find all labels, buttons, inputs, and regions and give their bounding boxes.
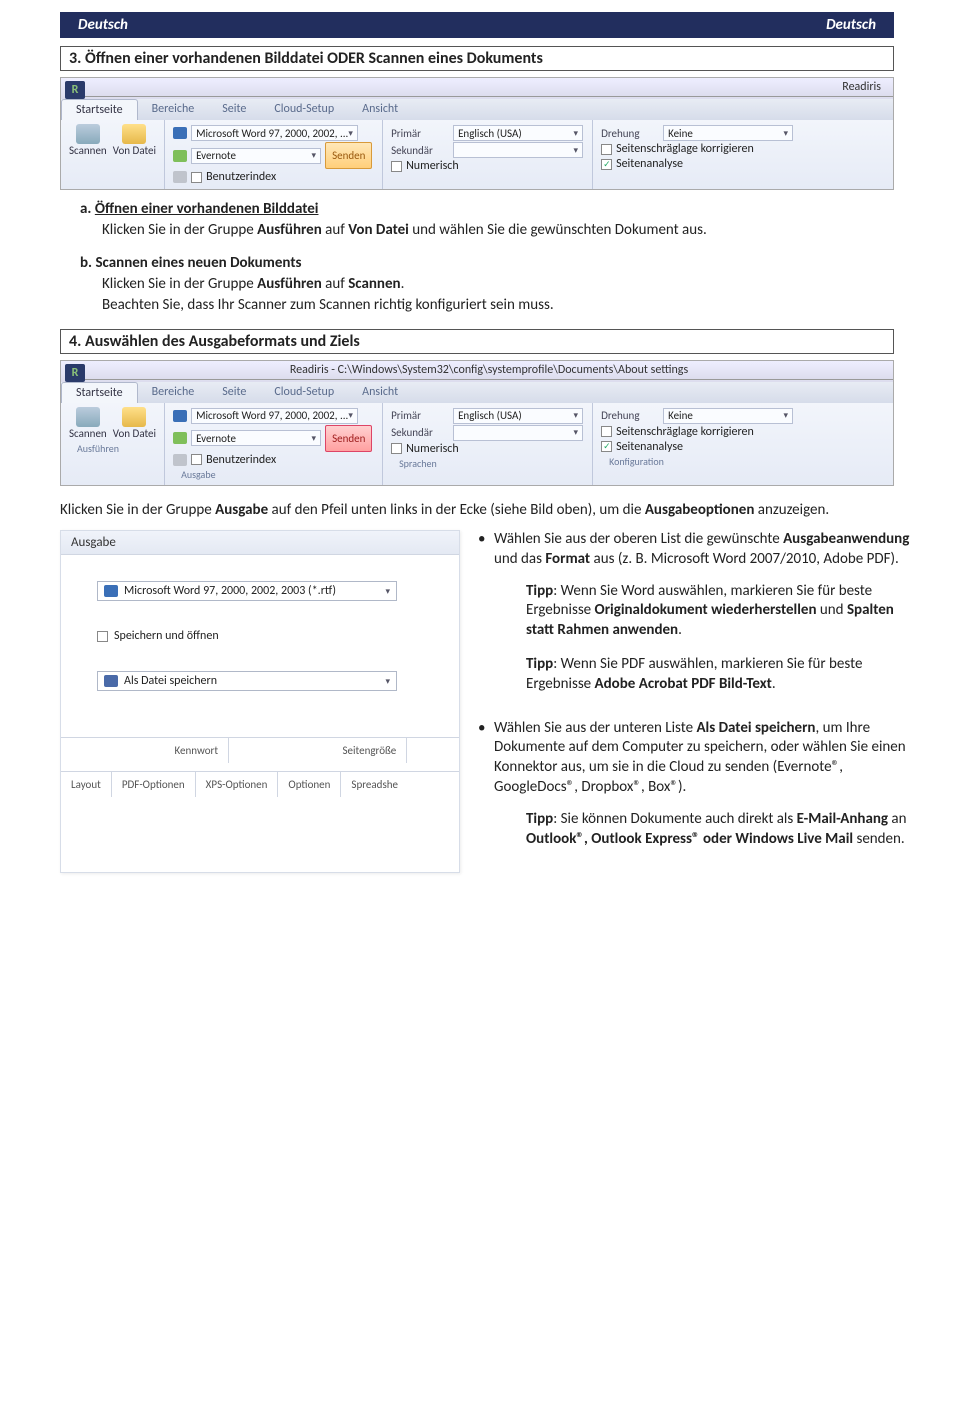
ribbon-screenshot-2: R Readiris - C:\Windows\System32\config\… xyxy=(60,360,894,486)
ribbon-app-title: Readiris xyxy=(85,78,893,97)
tip-1: Tipp: Wenn Sie Word auswählen, markieren… xyxy=(526,582,914,641)
step-b-text: Klicken Sie in der Gruppe Ausführen auf … xyxy=(102,274,894,315)
tab-pdf-optionen[interactable]: PDF-Optionen xyxy=(112,772,196,797)
ribbon-group-pageopts: DrehungKeine▾ Seitenschräglage korrigier… xyxy=(593,403,803,485)
tab-spreadsheet[interactable]: Spreadshe xyxy=(341,772,408,797)
page-analysis-checkbox[interactable] xyxy=(601,441,612,452)
ribbon-group-output: Microsoft Word 97, 2000, 2002, ...▾ Ever… xyxy=(165,120,383,189)
primary-lang-dropdown[interactable]: Englisch (USA)▾ xyxy=(453,125,583,141)
save-icon xyxy=(104,675,118,687)
secondary-lang-dropdown[interactable]: ▾ xyxy=(453,142,583,158)
section4-intro: Klicken Sie in der Gruppe Ausgabe auf de… xyxy=(60,500,894,520)
tab-seitengroesse[interactable]: Seitengröße xyxy=(333,738,408,763)
send-button[interactable]: Senden xyxy=(325,142,372,169)
primary-lang-dropdown[interactable]: Englisch (USA)▾ xyxy=(453,408,583,424)
output-options-panel: Ausgabe Microsoft Word 97, 2000, 2002, 2… xyxy=(60,530,460,873)
ribbon-group-execute: Scannen Von Datei Ausführen xyxy=(61,403,165,485)
step-b: b. Scannen eines neuen Dokuments Klicken… xyxy=(80,254,894,315)
instruction-bullets: • Wählen Sie aus der oberen List die gew… xyxy=(478,530,914,873)
tab-kennwort[interactable]: Kennwort xyxy=(164,738,229,763)
scan-button[interactable]: Scannen xyxy=(69,124,107,157)
ribbon-group-output: Microsoft Word 97, 2000, 2002, ...▾ Ever… xyxy=(165,403,383,485)
from-file-button[interactable]: Von Datei xyxy=(113,407,156,440)
tab-startseite[interactable]: Startseite xyxy=(61,99,138,120)
bullet-2: • Wählen Sie aus der unteren Liste Als D… xyxy=(478,719,914,864)
format-dropdown[interactable]: Microsoft Word 97, 2000, 2002, 2003 (*.r… xyxy=(97,581,397,601)
folder-icon xyxy=(122,124,146,144)
tip-3: Tipp: Sie können Dokumente auch direkt a… xyxy=(526,810,914,850)
step-b-title: Scannen eines neuen Dokuments xyxy=(95,254,301,272)
userindex-checkbox[interactable] xyxy=(191,454,202,465)
numeric-checkbox[interactable] xyxy=(391,443,402,454)
panel-tabs-row2: Layout PDF-Optionen XPS-Optionen Optione… xyxy=(61,771,459,797)
folder-icon xyxy=(122,407,146,427)
evernote-icon xyxy=(173,150,187,162)
panel-tabs-row1: Kennwort Seitengröße xyxy=(61,737,459,763)
page-header: Deutsch Deutsch xyxy=(60,12,894,38)
save-and-open-checkbox[interactable] xyxy=(97,631,108,642)
evernote-icon xyxy=(173,432,187,444)
section-4-title: 4. Auswählen des Ausgabeformats und Ziel… xyxy=(60,329,894,354)
ribbon-group-pageopts: DrehungKeine▾ Seitenschräglage korrigier… xyxy=(593,120,803,189)
tip-2: Tipp: Wenn Sie PDF auswählen, markieren … xyxy=(526,655,914,695)
ribbon-group-execute: Scannen Von Datei xyxy=(61,120,165,189)
userindex-checkbox[interactable] xyxy=(191,172,202,183)
tab-seite[interactable]: Seite xyxy=(208,99,260,120)
deskew-checkbox[interactable] xyxy=(601,426,612,437)
bullet-1: • Wählen Sie aus der oberen List die gew… xyxy=(478,530,914,709)
page-analysis-checkbox[interactable] xyxy=(601,159,612,170)
output-evernote-dropdown[interactable]: Evernote▾ xyxy=(191,148,321,164)
ribbon-screenshot-1: R Readiris Startseite Bereiche Seite Clo… xyxy=(60,77,894,190)
send-button[interactable]: Senden xyxy=(325,425,372,452)
word-icon xyxy=(104,585,118,597)
section-3-title: 3. Öffnen einer vorhandenen Bilddatei OD… xyxy=(60,46,894,71)
userindex-icon xyxy=(173,171,187,183)
scanner-icon xyxy=(76,407,100,427)
scan-button[interactable]: Scannen xyxy=(69,407,107,440)
header-right: Deutsch xyxy=(826,16,876,34)
output-format-dropdown[interactable]: Microsoft Word 97, 2000, 2002, ...▾ xyxy=(191,125,358,141)
ribbon-tabs: Startseite Bereiche Seite Cloud-Setup An… xyxy=(61,99,893,120)
ribbon-app-title-2: Readiris - C:\Windows\System32\config\sy… xyxy=(85,361,893,380)
ribbon-tabs-2: Startseite Bereiche Seite Cloud-Setup An… xyxy=(61,382,893,403)
userindex-icon xyxy=(173,454,187,466)
tab-ansicht[interactable]: Ansicht xyxy=(348,382,412,403)
tab-seite[interactable]: Seite xyxy=(208,382,260,403)
ribbon-group-languages: PrimärEnglisch (USA)▾ Sekundär▾ Numerisc… xyxy=(383,403,593,485)
word-icon xyxy=(173,410,187,422)
app-logo-icon: R xyxy=(65,81,85,99)
tab-optionen[interactable]: Optionen xyxy=(278,772,341,797)
from-file-button[interactable]: Von Datei xyxy=(113,124,156,157)
step-a-text: Klicken Sie in der Gruppe Ausführen auf … xyxy=(102,220,894,240)
step-a: a. Öffnen einer vorhandenen Bilddatei Kl… xyxy=(80,200,894,240)
tab-layout[interactable]: Layout xyxy=(61,772,112,797)
header-left: Deutsch xyxy=(78,16,128,34)
output-evernote-dropdown[interactable]: Evernote▾ xyxy=(191,430,321,446)
output-format-dropdown[interactable]: Microsoft Word 97, 2000, 2002, ...▾ xyxy=(191,408,358,424)
deskew-checkbox[interactable] xyxy=(601,144,612,155)
ribbon-group-languages: PrimärEnglisch (USA)▾ Sekundär▾ Numerisc… xyxy=(383,120,593,189)
tab-bereiche[interactable]: Bereiche xyxy=(138,99,209,120)
tab-startseite[interactable]: Startseite xyxy=(61,382,138,403)
rotation-dropdown[interactable]: Keine▾ xyxy=(663,408,793,424)
tab-cloud-setup[interactable]: Cloud-Setup xyxy=(260,382,348,403)
numeric-checkbox[interactable] xyxy=(391,161,402,172)
save-target-dropdown[interactable]: Als Datei speichern ▾ xyxy=(97,671,397,691)
scanner-icon xyxy=(76,124,100,144)
tab-bereiche[interactable]: Bereiche xyxy=(138,382,209,403)
secondary-lang-dropdown[interactable]: ▾ xyxy=(453,425,583,441)
tab-ansicht[interactable]: Ansicht xyxy=(348,99,412,120)
step-a-title: Öffnen einer vorhandenen Bilddatei xyxy=(95,200,319,218)
word-icon xyxy=(173,127,187,139)
tab-cloud-setup[interactable]: Cloud-Setup xyxy=(260,99,348,120)
app-logo-icon: R xyxy=(65,364,85,382)
panel-title: Ausgabe xyxy=(61,531,459,555)
rotation-dropdown[interactable]: Keine▾ xyxy=(663,125,793,141)
tab-xps-optionen[interactable]: XPS-Optionen xyxy=(196,772,279,797)
